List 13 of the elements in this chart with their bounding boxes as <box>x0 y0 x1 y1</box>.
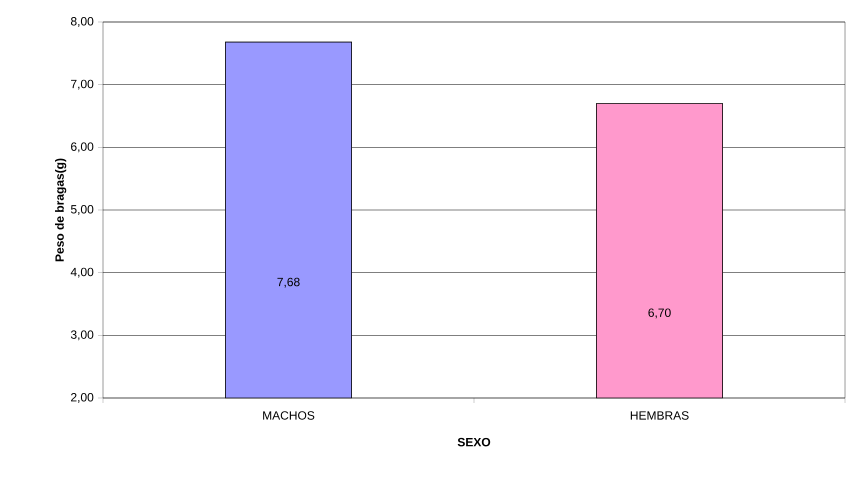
y-tick-label: 6,00 <box>71 142 94 152</box>
y-tick-label: 7,00 <box>71 80 94 90</box>
x-axis-title: SEXO <box>458 438 490 446</box>
data-label: 6,70 <box>648 308 671 318</box>
y-axis-title: Peso de bragas(g) <box>55 158 66 262</box>
x-tick-label: MACHOS <box>263 411 314 420</box>
x-tick-label: HEMBRAS <box>630 411 689 420</box>
data-label: 7,68 <box>277 278 300 288</box>
y-tick-label: 8,00 <box>70 17 94 27</box>
y-tick-label: 5,00 <box>70 205 94 215</box>
y-tick-label: 4,00 <box>70 268 94 278</box>
y-tick-label: 3,00 <box>70 330 94 340</box>
y-tick-label: 2,00 <box>71 393 94 403</box>
